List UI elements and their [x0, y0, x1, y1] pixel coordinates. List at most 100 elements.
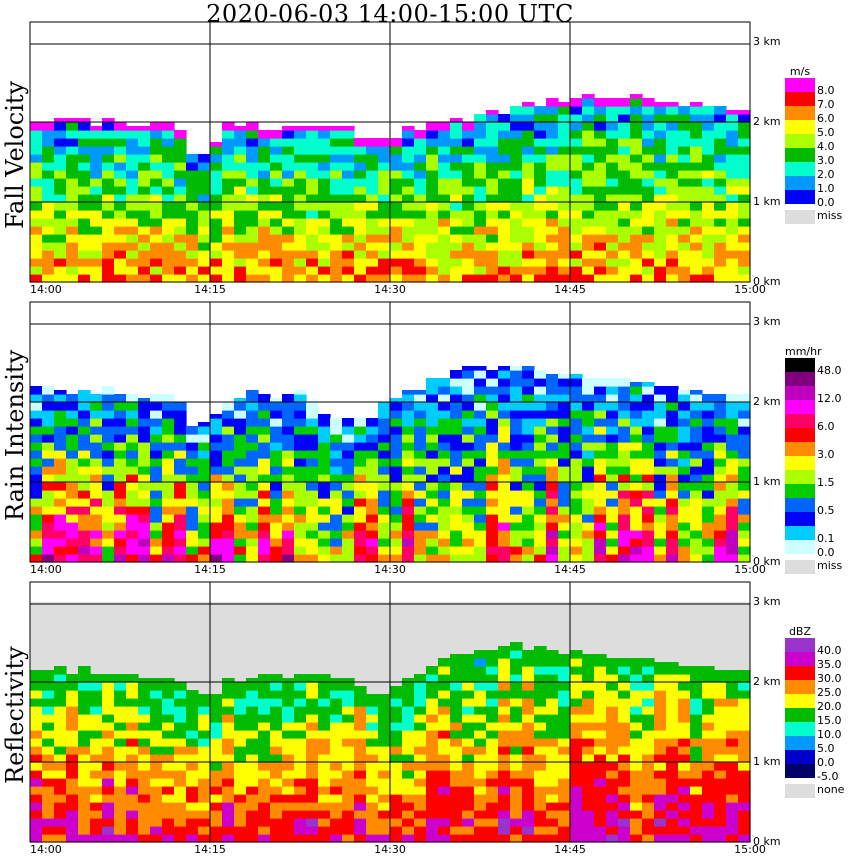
echo-cell — [138, 266, 151, 275]
echo-cell — [474, 730, 487, 739]
echo-cell — [222, 826, 235, 835]
echo-cell — [402, 226, 415, 235]
legend-swatch — [785, 470, 815, 484]
echo-cell — [474, 410, 487, 419]
echo-cell — [462, 746, 475, 755]
legend-label: 30.0 — [817, 672, 842, 685]
echo-cell — [402, 410, 415, 419]
echo-cell — [126, 274, 139, 283]
echo-cell — [30, 506, 43, 515]
echo-cell — [378, 242, 391, 251]
echo-cell — [66, 178, 79, 187]
echo-cell — [558, 674, 571, 683]
echo-cell — [42, 670, 55, 675]
echo-cell — [198, 706, 211, 715]
echo-cell — [522, 218, 535, 227]
echo-cell — [366, 794, 379, 803]
echo-cell — [618, 266, 631, 275]
echo-cell — [630, 786, 643, 795]
echo-cell — [630, 754, 643, 763]
echo-cell — [534, 250, 547, 259]
echo-cell — [318, 794, 331, 803]
echo-cell — [738, 682, 751, 691]
echo-cell — [282, 498, 295, 507]
echo-cell — [210, 802, 223, 811]
echo-cell — [666, 114, 679, 123]
echo-cell — [66, 450, 79, 459]
echo-cell — [282, 154, 295, 163]
echo-cell — [510, 722, 523, 731]
echo-cell — [114, 786, 127, 795]
echo-cell — [138, 202, 151, 211]
echo-cell — [474, 762, 487, 771]
echo-cell — [522, 146, 535, 155]
echo-cell — [654, 834, 667, 843]
echo-cell — [702, 546, 715, 555]
echo-cell — [150, 466, 163, 475]
echo-cell — [282, 418, 295, 427]
echo-cell — [726, 266, 739, 275]
echo-cell — [438, 250, 451, 259]
echo-cell — [522, 474, 535, 483]
echo-cell — [174, 762, 187, 771]
echo-cell — [354, 834, 367, 843]
echo-cell — [498, 778, 511, 787]
echo-cell — [342, 794, 355, 803]
echo-cell — [366, 154, 379, 163]
echo-cell — [678, 474, 691, 483]
echo-cell — [594, 386, 607, 395]
echo-cell — [378, 810, 391, 819]
echo-cell — [90, 126, 103, 131]
echo-cell — [42, 210, 55, 219]
echo-cell — [474, 482, 487, 491]
echo-cell — [582, 466, 595, 475]
echo-cell — [114, 218, 127, 227]
echo-cell — [642, 482, 655, 491]
echo-cell — [438, 234, 451, 243]
echo-cell — [618, 242, 631, 251]
echo-cell — [462, 426, 475, 435]
echo-cell — [654, 442, 667, 451]
echo-cell — [726, 210, 739, 219]
echo-cell — [270, 266, 283, 275]
echo-cell — [522, 130, 535, 139]
echo-cell — [222, 498, 235, 507]
echo-cell — [738, 114, 751, 123]
echo-cell — [114, 794, 127, 803]
echo-cell — [678, 666, 691, 675]
echo-cell — [294, 530, 307, 539]
echo-cell — [654, 730, 667, 739]
legend-entry: 40.0 — [785, 638, 847, 657]
echo-cell — [534, 394, 547, 403]
echo-cell — [642, 434, 655, 443]
echo-cell — [402, 126, 415, 131]
echo-cell — [270, 218, 283, 227]
echo-cell — [462, 250, 475, 259]
echo-cell — [570, 770, 583, 779]
echo-cell — [42, 122, 55, 131]
echo-cell — [210, 482, 223, 491]
echo-cell — [210, 738, 223, 747]
echo-cell — [534, 450, 547, 459]
echo-cell — [330, 194, 343, 203]
fall-velocity-label: Fall Velocity — [1, 80, 29, 230]
echo-cell — [210, 698, 223, 707]
echo-cell — [78, 458, 91, 467]
echo-cell — [390, 754, 403, 763]
echo-cell — [486, 394, 499, 403]
echo-cell — [246, 490, 259, 499]
echo-cell — [258, 426, 271, 435]
echo-cell — [234, 746, 247, 755]
echo-cell — [450, 410, 463, 419]
legend-swatch — [785, 78, 815, 92]
echo-cell — [270, 802, 283, 811]
echo-cell — [726, 810, 739, 819]
echo-cell — [474, 794, 487, 803]
echo-cell — [702, 170, 715, 179]
echo-cell — [654, 106, 667, 115]
legend-swatch — [785, 498, 815, 512]
echo-cell — [558, 690, 571, 699]
echo-cell — [330, 154, 343, 163]
echo-cell — [474, 394, 487, 403]
echo-cell — [342, 434, 355, 443]
